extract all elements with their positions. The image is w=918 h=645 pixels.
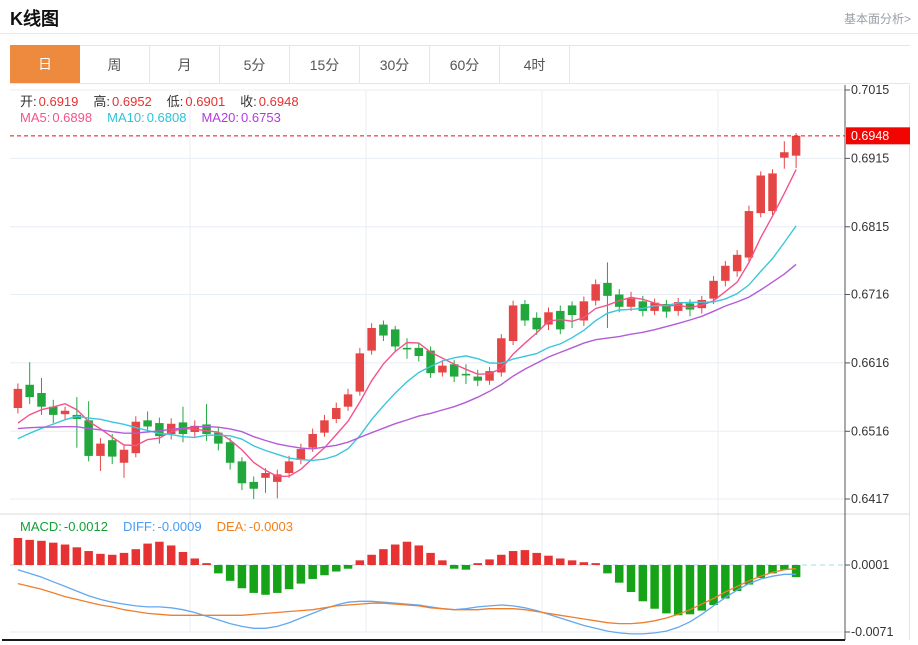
ohlc-legend: 开: 0.6919 高: 0.6952 低: 0.6901 收: 0.6948 [20,91,314,110]
tab-60min[interactable]: 60分 [430,45,500,83]
ma10-line [17,225,797,462]
last-price-badge-value: 0.6948 [851,129,889,143]
main-ytick-4: 0.6616 [851,356,889,370]
dea-line [17,568,797,625]
tab-30min[interactable]: 30分 [360,45,430,83]
tab-day[interactable]: 日 [10,45,80,83]
ma-item-2: MA20: 0.6753 [201,110,281,125]
macd-item-1: DIFF: -0.0009 [122,519,202,534]
ma-item-0: MA5: 0.6898 [20,110,93,125]
main-ytick-1: 0.6915 [851,151,889,165]
main-ytick-5: 0.6516 [851,424,889,438]
macd-histogram [13,538,801,616]
macd-ytick-0: 0.0001 [851,558,889,572]
last-price-badge [846,127,910,145]
tab-5min[interactable]: 5分 [220,45,290,83]
main-ytick-6: 0.6417 [851,492,889,506]
main-ytick-3: 0.6716 [851,288,889,302]
diff-line [17,569,797,635]
kline-chart-canvas[interactable]: 0.7015 0.6915 0.6815 0.6716 0.6616 0.6516 0.64… [0,85,918,645]
tab-4hour[interactable]: 4时 [500,45,570,83]
ma-item-1: MA10: 0.6808 [107,110,187,125]
fundamental-analysis-link[interactable]: 基本面分析> [843,12,911,26]
macd-item-2: DEA: -0.0003 [216,519,294,534]
tab-week[interactable]: 周 [80,45,150,83]
ma-legend: MA5: 0.6898 MA10: 0.6808 MA20: 0.6753 [20,110,296,125]
macd-legend: MACD: -0.0012 DIFF: -0.0009 DEA: -0.0003 [20,519,308,534]
page-title: K线图 [10,9,59,29]
ohlc-item-0: 开: 0.6919 [20,94,79,109]
macd-item-0: MACD: -0.0012 [20,519,108,534]
header-divider [0,33,918,34]
macd-ytick-1: -0.0071 [851,625,893,639]
ma20-line [17,263,797,450]
ohlc-item-2: 低: 0.6901 [166,94,226,109]
candles-layer [13,133,801,499]
main-ytick-0: 0.7015 [851,85,889,97]
period-tabbar: 日周月 5分 15分 30分 60分 4时 [10,45,910,84]
tabbar-filler [570,45,910,83]
ohlc-item-3: 收: 0.6948 [240,94,299,109]
ohlc-item-1: 高: 0.6952 [93,94,152,109]
tab-15min[interactable]: 15分 [290,45,360,83]
tab-month[interactable]: 月 [150,45,220,83]
main-ytick-2: 0.6815 [851,220,889,234]
